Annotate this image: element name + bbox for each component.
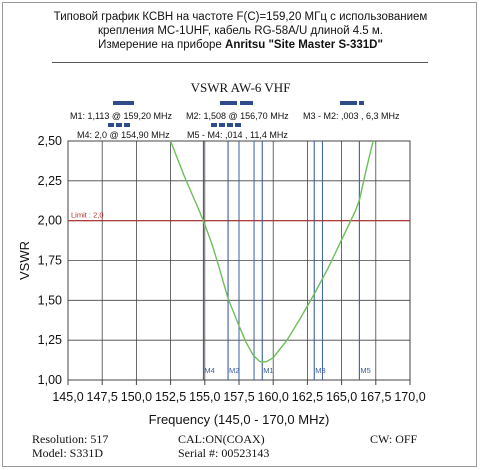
marker-readout-m3-m2: M3 - M2: ,003 , 6,3 MHz bbox=[303, 111, 400, 121]
y-tick-label: 2,25 bbox=[38, 174, 62, 188]
y-tick-label: 1,00 bbox=[38, 373, 62, 387]
marker-label-box bbox=[219, 123, 225, 127]
y-tick-label: 2,00 bbox=[38, 214, 62, 228]
x-tick-label: 150,0 bbox=[121, 390, 152, 404]
x-tick-label: 160,0 bbox=[258, 390, 289, 404]
marker-label-box bbox=[240, 101, 253, 105]
x-tick-label: 155,0 bbox=[189, 390, 220, 404]
header-line-1: Типовой график КСВН на частоте F(C)=159,… bbox=[53, 11, 428, 23]
header-line-3: Измерение на приборе Anritsu "Site Maste… bbox=[0, 38, 481, 52]
x-tick-label: 152,5 bbox=[155, 390, 186, 404]
marker-label-box bbox=[359, 101, 364, 105]
y-tick-label: 1,75 bbox=[38, 254, 62, 268]
x-tick-label: 145,0 bbox=[52, 390, 83, 404]
x-tick-label: 165,0 bbox=[326, 390, 357, 404]
x-tick-label: 147,5 bbox=[87, 390, 118, 404]
marker-readout-m5-m4: M5 - M4: ,014 , 11,4 MHz bbox=[187, 130, 288, 140]
header-instrument: Anritsu "Site Master S-331D" bbox=[225, 39, 383, 51]
marker-label-m2: M2 bbox=[229, 366, 239, 375]
marker-label-box bbox=[113, 101, 134, 105]
marker-label-box bbox=[108, 123, 114, 127]
marker-label-box bbox=[235, 123, 241, 127]
marker-label-box bbox=[227, 123, 233, 127]
x-axis-label: Frequency (145,0 - 170,0 MHz) bbox=[149, 412, 330, 427]
marker-readout-m1: M1: 1,113 @ 159,20 MHz bbox=[70, 111, 173, 121]
outer-frame bbox=[2, 2, 477, 467]
y-axis-label: VSWR bbox=[17, 241, 32, 280]
x-tick-label: 162,5 bbox=[292, 390, 323, 404]
header-line-2: крепления МС-1UHF, кабель RG-58A/U длино… bbox=[98, 25, 383, 37]
footer-resolution: Resolution: 517 bbox=[32, 432, 109, 446]
marker-readout-m2: M2: 1,508 @ 156,70 MHz bbox=[186, 111, 289, 121]
y-tick-label: 2,50 bbox=[38, 134, 62, 148]
footer-cal: CAL:ON(COAX) bbox=[178, 432, 265, 446]
page-header: Типовой график КСВН на частоте F(C)=159,… bbox=[0, 10, 481, 52]
y-tick-label: 1,25 bbox=[38, 333, 62, 347]
marker-label-box bbox=[220, 101, 237, 105]
header-divider bbox=[52, 62, 428, 63]
x-tick-label: 157,5 bbox=[223, 390, 254, 404]
limit-label: Limit : 2,0 bbox=[71, 211, 104, 220]
marker-label-m4: M4 bbox=[204, 366, 214, 375]
marker-label-box bbox=[124, 123, 130, 127]
marker-label-box bbox=[211, 123, 217, 127]
footer-serial: Serial #: 00523143 bbox=[178, 446, 270, 460]
marker-label-box bbox=[340, 101, 357, 105]
marker-label-m1: M1 bbox=[263, 366, 273, 375]
footer-cw: CW: OFF bbox=[370, 432, 418, 446]
marker-label-m5: M5 bbox=[360, 366, 370, 375]
marker-label-box bbox=[116, 123, 122, 127]
y-tick-label: 1,50 bbox=[38, 293, 62, 307]
header-line-3-prefix: Измерение на приборе bbox=[98, 39, 226, 51]
vswr-curve bbox=[169, 140, 374, 363]
marker-readout-m4: M4: 2,0 @ 154,90 MHz bbox=[77, 130, 170, 140]
x-tick-label: 167,5 bbox=[360, 390, 391, 404]
footer-model: Model: S331D bbox=[32, 446, 104, 460]
marker-label-m3: M3 bbox=[315, 366, 325, 375]
x-tick-label: 170,0 bbox=[394, 390, 425, 404]
chart-title: VSWR AW-6 VHF bbox=[190, 80, 291, 95]
